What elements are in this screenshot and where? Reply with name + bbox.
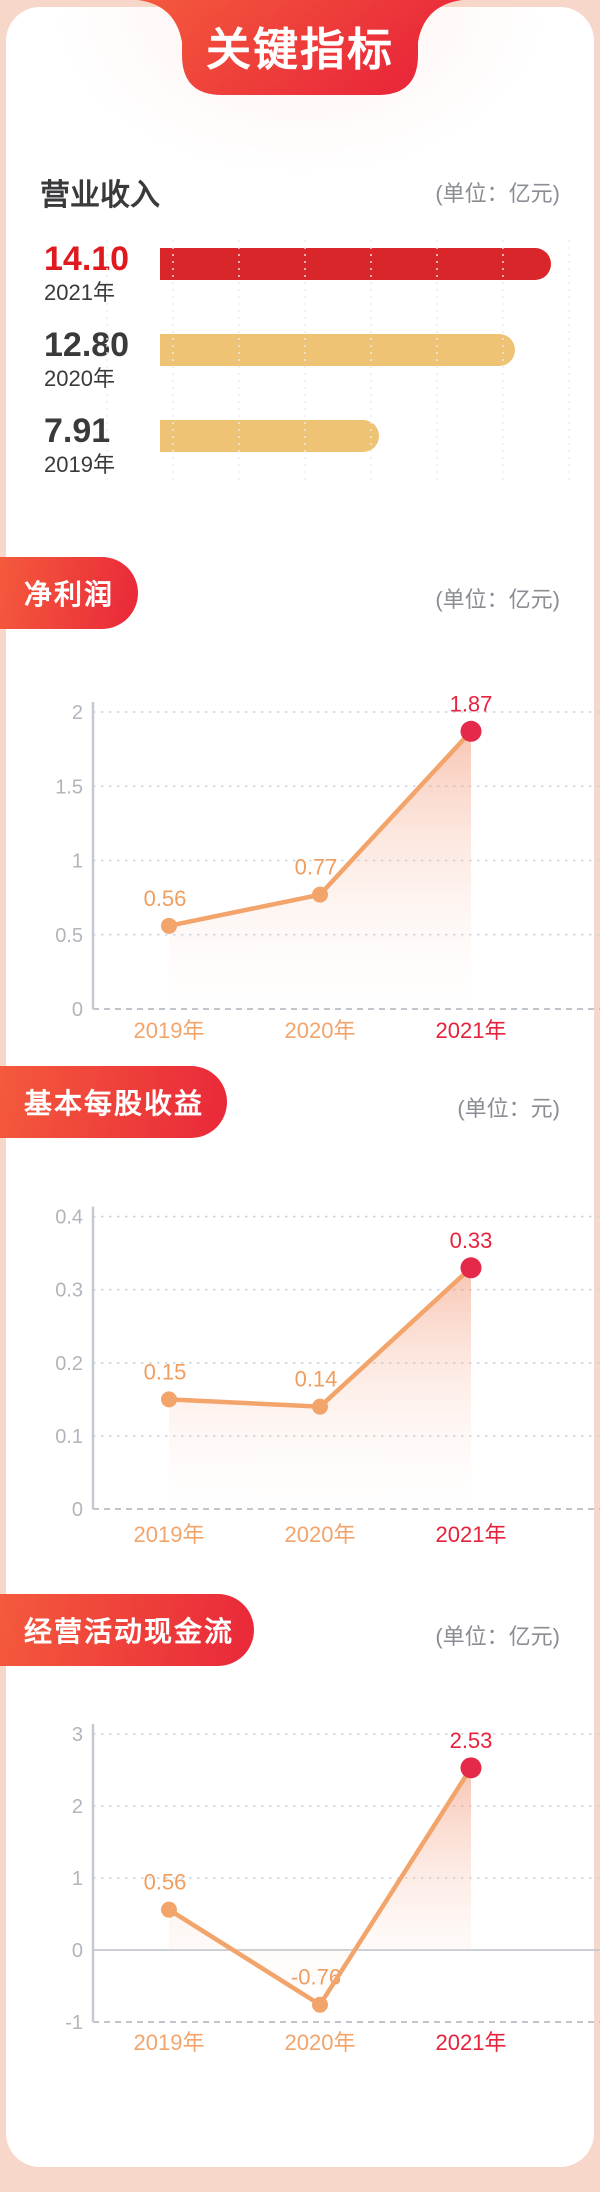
line-chart-净利润: 0 0.5 1 1.5 2 0.56 0.77 1.87 2019年 2020年 2021年 [55, 691, 600, 1043]
point-label: 1.87 [450, 691, 493, 716]
svg-text:-1: -1 [65, 2012, 83, 2034]
x-axis-label: 2019年 [134, 1018, 205, 1043]
bar-year-label: 2021年 [44, 280, 115, 305]
x-axis-label: 2019年 [134, 2030, 205, 2055]
bar-year-label: 2020年 [44, 366, 115, 391]
point-label: 0.14 [295, 1367, 338, 1392]
section-badge-net-profit: 净利润 [0, 557, 138, 629]
svg-text:0: 0 [72, 1499, 83, 1521]
point-label: 0.77 [295, 855, 338, 880]
bar-year-label: 2019年 [44, 452, 115, 477]
bar-2021年 [160, 248, 551, 280]
svg-text:0.1: 0.1 [55, 1426, 83, 1448]
unit-label-revenue: (单位：亿元) [435, 181, 560, 206]
x-axis-label: 2021年 [436, 1018, 507, 1043]
svg-text:2: 2 [72, 1796, 83, 1818]
bar-value-label: 12.80 [44, 326, 130, 364]
unit-label-eps: (单位：元) [457, 1096, 560, 1121]
svg-text:0: 0 [72, 999, 83, 1021]
svg-text:1.5: 1.5 [55, 776, 83, 798]
point-label: 0.56 [144, 1870, 187, 1895]
section-badge-cashflow: 经营活动现金流 [0, 1594, 254, 1666]
svg-text:0.3: 0.3 [55, 1280, 83, 1302]
line-chart-基本每股收益: 0 0.1 0.2 0.3 0.4 0.15 0.14 0.33 2019年 2020年 2021年 [55, 1206, 600, 1547]
x-axis-label: 2019年 [134, 1522, 205, 1547]
section-title-eps: 基本每股收益 [24, 1088, 205, 1119]
unit-label-cashflow: (单位：亿元) [435, 1624, 560, 1649]
banner-ribbon [138, 0, 462, 95]
x-axis-label: 2020年 [285, 1522, 356, 1547]
svg-text:1: 1 [72, 1868, 83, 1890]
section-title-cashflow: 经营活动现金流 [24, 1616, 235, 1647]
section-title-net-profit: 净利润 [24, 579, 115, 610]
unit-label-net-profit: (单位：亿元) [435, 587, 560, 612]
bar-2019年 [160, 420, 379, 452]
x-axis-label: 2020年 [285, 2030, 356, 2055]
x-axis-label: 2021年 [436, 1522, 507, 1547]
svg-text:0: 0 [72, 1940, 83, 1962]
bar-value-label: 7.91 [44, 412, 111, 450]
point-label: 0.56 [144, 886, 187, 911]
svg-text:0.2: 0.2 [55, 1353, 83, 1375]
svg-text:0.4: 0.4 [55, 1207, 83, 1229]
x-axis-label: 2021年 [436, 2030, 507, 2055]
point-label: 0.33 [450, 1228, 493, 1253]
svg-text:2: 2 [72, 702, 83, 724]
bar-2020年 [160, 334, 515, 366]
svg-text:0.5: 0.5 [55, 925, 83, 947]
page-title: 关键指标 [205, 24, 394, 75]
point-label: 2.53 [450, 1728, 493, 1753]
section-badge-eps: 基本每股收益 [0, 1066, 227, 1138]
bar-value-label: 14.10 [44, 240, 130, 278]
point-label: 0.15 [144, 1359, 187, 1384]
svg-text:3: 3 [72, 1724, 83, 1746]
svg-text:1: 1 [72, 851, 83, 873]
section-title-revenue: 营业收入 [40, 179, 160, 212]
x-axis-label: 2020年 [285, 1018, 356, 1043]
